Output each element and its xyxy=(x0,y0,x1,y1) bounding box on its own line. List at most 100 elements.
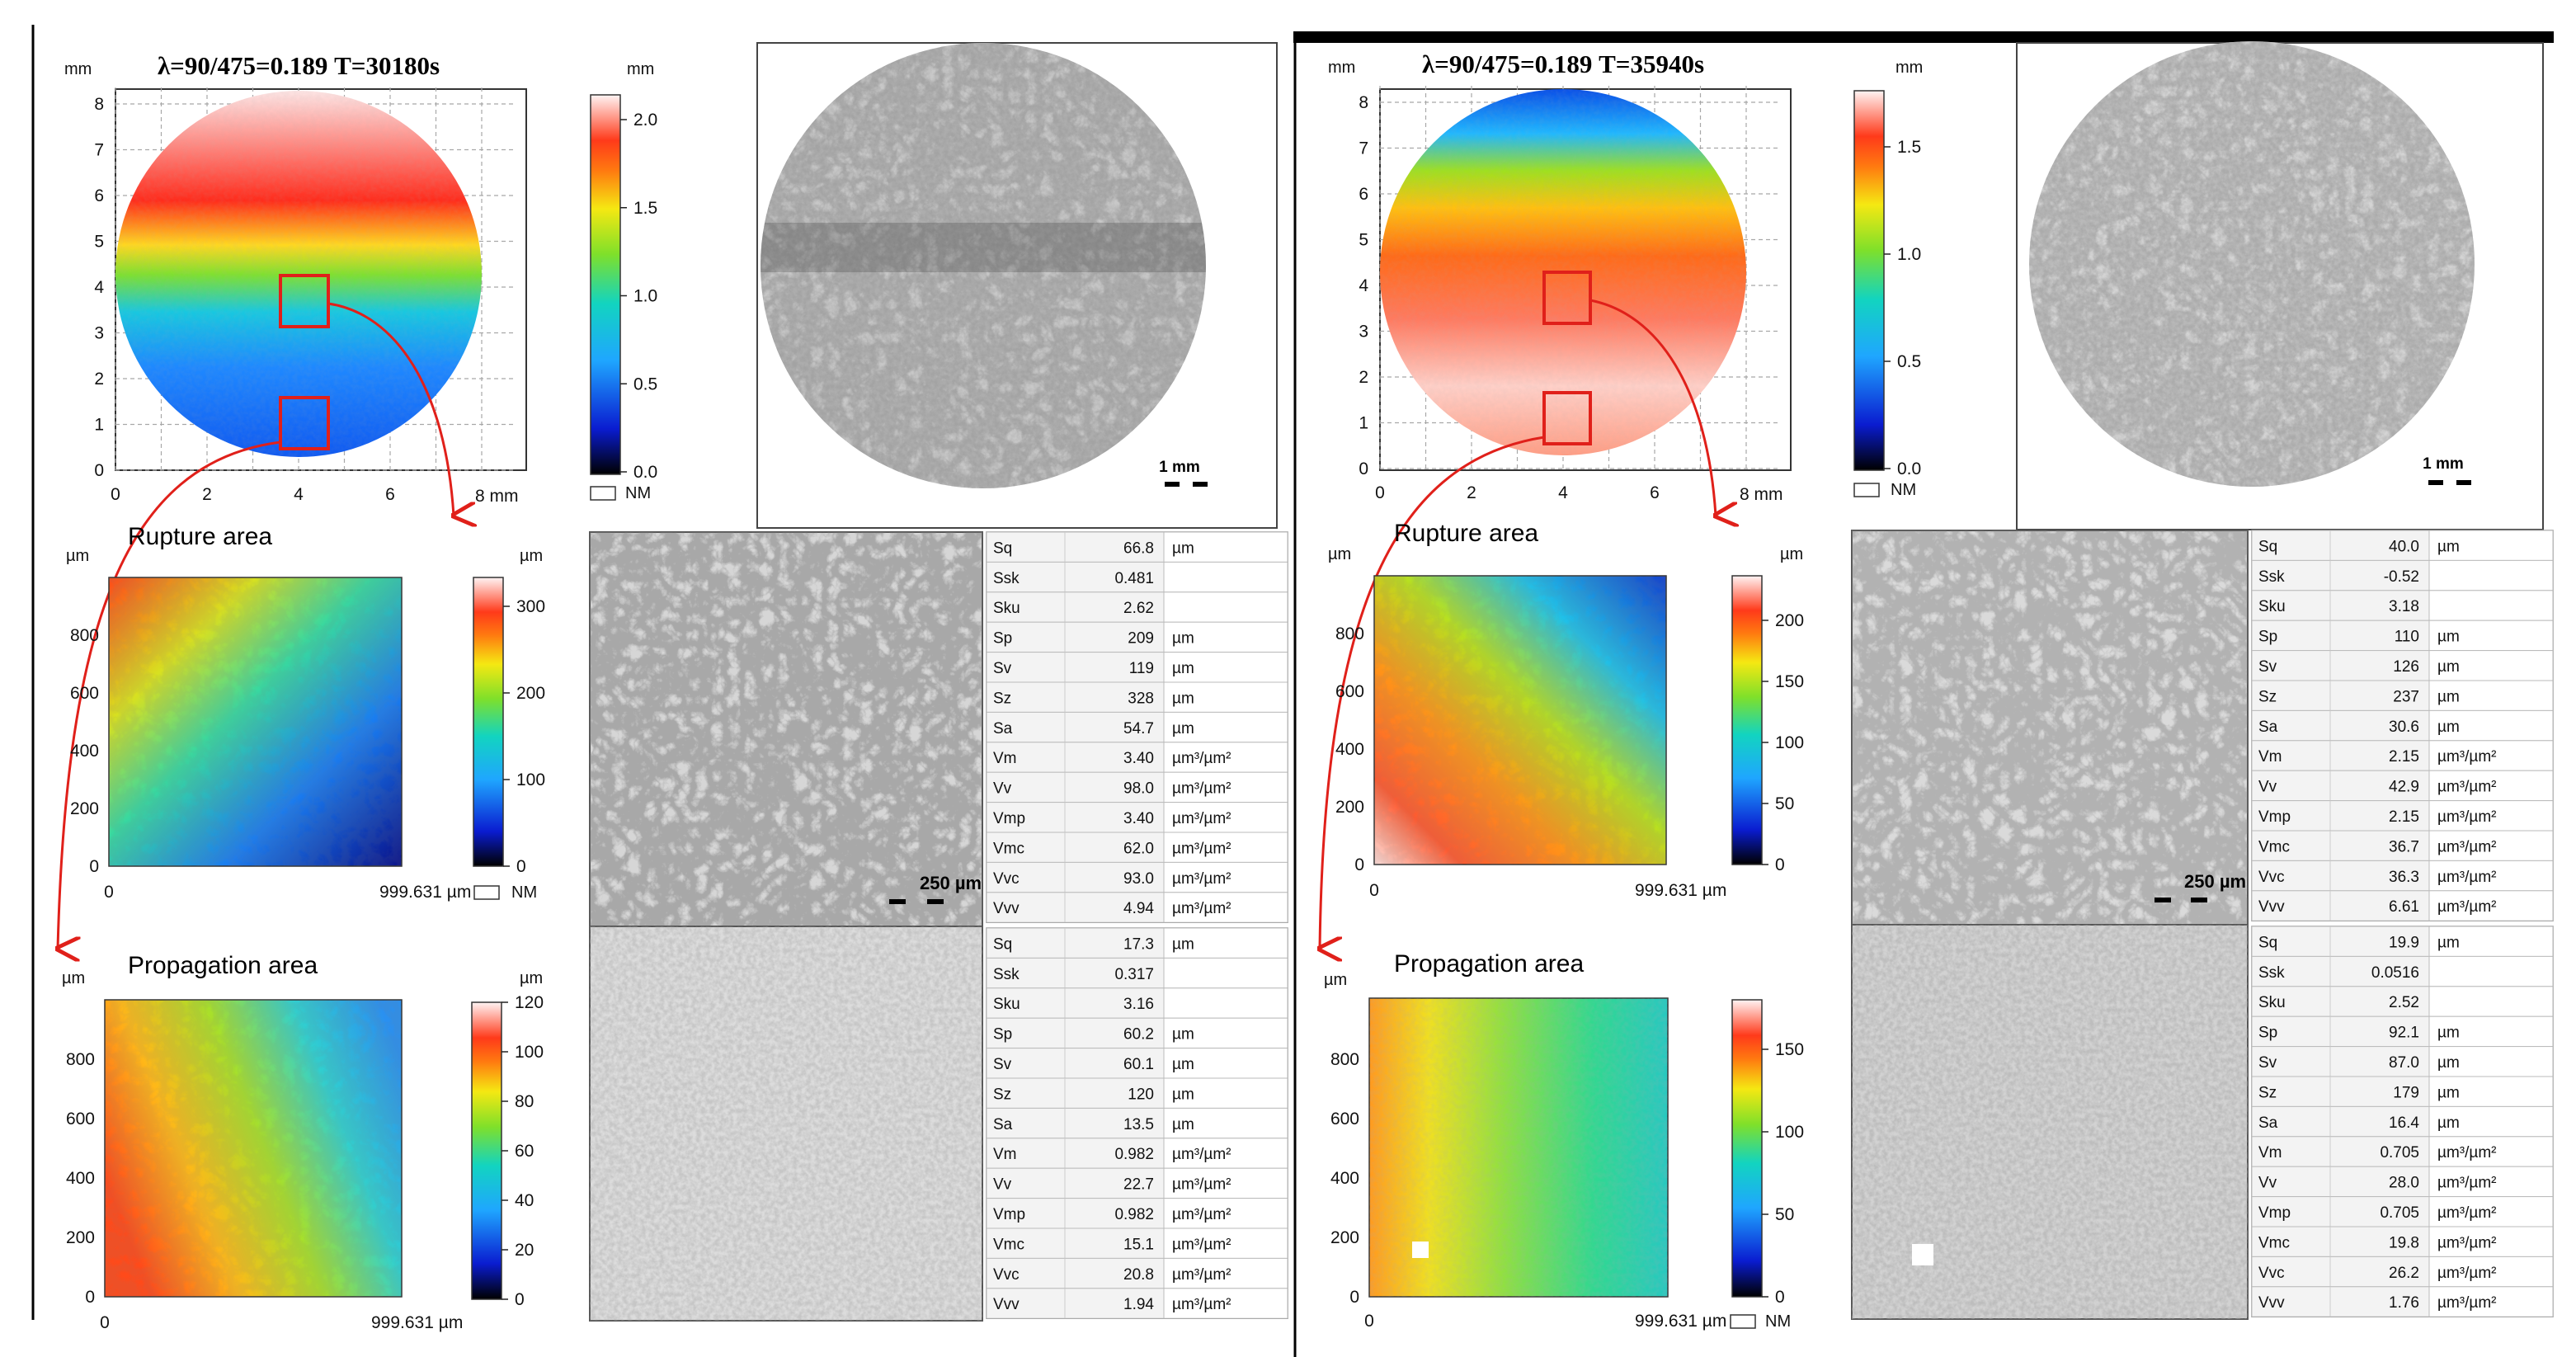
left-rupture-scale-label: 250 µm xyxy=(920,873,982,893)
nm-swatch xyxy=(590,486,616,501)
param-row: Vm 3.40 µm³/µm² xyxy=(986,742,1288,773)
param-row: Sku 2.52 xyxy=(2251,986,2554,1017)
param-unit: µm xyxy=(1172,1086,1194,1103)
colorbar-tick-label: 0 xyxy=(515,1290,525,1309)
param-unit: µm xyxy=(1172,1026,1194,1044)
y-tick-label: 600 xyxy=(1330,1110,1359,1128)
param-row: Vvc 36.3 µm³/µm² xyxy=(2251,860,2554,892)
param-value: 17.3 xyxy=(1123,935,1154,953)
param-value: 0.705 xyxy=(2380,1204,2419,1222)
param-value: 19.8 xyxy=(2389,1234,2419,1251)
param-name: Sq xyxy=(993,935,1012,953)
param-unit: µm³/µm² xyxy=(1172,750,1231,767)
colorbar-tick-label: 1.0 xyxy=(1897,245,1921,264)
param-row: Sp 60.2 µm xyxy=(986,1017,1288,1049)
param-value: 2.15 xyxy=(2389,748,2419,766)
colorbar-tick-label: 0 xyxy=(1775,1288,1785,1307)
param-name: Vmc xyxy=(993,1236,1024,1253)
param-row: Vm 2.15 µm³/µm² xyxy=(2251,740,2554,771)
param-name: Sz xyxy=(993,690,1011,707)
param-row: Vv 42.9 µm³/µm² xyxy=(2251,770,2554,802)
param-value: 92.1 xyxy=(2389,1025,2419,1042)
param-unit: µm³/µm² xyxy=(1172,780,1231,798)
param-unit: µm³/µm² xyxy=(1172,870,1231,888)
param-name: Vv xyxy=(993,780,1012,798)
param-row: Sa 30.6 µm xyxy=(2251,709,2554,742)
param-name: Vm xyxy=(2258,748,2282,766)
param-unit: µm xyxy=(1172,630,1194,648)
param-row: Ssk 0.317 xyxy=(986,957,1288,989)
svg-text:NM: NM xyxy=(1765,1312,1791,1331)
param-name: Sa xyxy=(2258,1114,2278,1132)
colorbar-tick-label: 80 xyxy=(515,1092,534,1111)
param-row: Sp 209 µm xyxy=(986,621,1288,653)
param-name: Sa xyxy=(993,1116,1013,1133)
param-name: Sv xyxy=(993,660,1012,677)
param-name: Ssk xyxy=(993,570,1020,587)
param-name: Ssk xyxy=(2258,964,2285,982)
svg-text:mm: mm xyxy=(1896,59,1923,77)
svg-text:µm: µm xyxy=(1328,545,1351,563)
left-rupture-colorbar-ticks: 0 100 200 300 xyxy=(503,597,545,876)
param-unit: µm xyxy=(2437,658,2460,676)
right-rupture-colorbar-ticks: 0 50 100 150 200 xyxy=(1762,611,1804,874)
colorbar-tick-label: 0.5 xyxy=(633,375,657,393)
param-unit: µm³/µm² xyxy=(2437,898,2496,916)
left-rupture-params-table: Sq 66.8 µm Ssk 0.481 Sku 2.62 Sp 209 µm Sv 119 µm Sz 3… xyxy=(986,531,1288,923)
param-name: Sq xyxy=(993,540,1012,557)
y-tick-label: 400 xyxy=(1335,740,1364,759)
param-row: Sq 17.3 µm xyxy=(986,927,1288,959)
param-row: Sa 54.7 µm xyxy=(986,711,1288,743)
y-tick-label: 7 xyxy=(94,141,104,160)
top-bar xyxy=(1293,31,2554,43)
svg-text:250 µm: 250 µm xyxy=(2184,871,2246,892)
param-name: Sku xyxy=(2258,598,2286,615)
param-name: Vmp xyxy=(993,810,1025,827)
right-propagation-colorbar-ticks: 0 50 100 150 xyxy=(1762,1040,1804,1307)
y-tick-label: 0 xyxy=(1359,459,1368,478)
colorbar-tick-label: 150 xyxy=(1775,1040,1804,1059)
left-disk-x-end: 8 mm xyxy=(475,487,519,506)
param-unit: µm xyxy=(1172,720,1194,737)
y-tick-label: 200 xyxy=(1330,1228,1359,1247)
param-row: Vv 98.0 µm³/µm² xyxy=(986,771,1288,803)
param-unit: µm³/µm² xyxy=(2437,838,2496,855)
param-value: 237 xyxy=(2393,688,2419,705)
param-unit: µm xyxy=(2437,719,2460,736)
y-tick-label: 800 xyxy=(66,1050,95,1069)
param-value: 93.0 xyxy=(1123,870,1154,888)
param-unit: µm³/µm² xyxy=(2437,1204,2496,1222)
param-value: 209 xyxy=(1128,630,1154,648)
x-tick-label: 0 xyxy=(1369,881,1379,900)
param-unit: µm xyxy=(2437,1025,2460,1042)
x-tick-label: 0 xyxy=(1364,1312,1374,1331)
param-value: 87.0 xyxy=(2389,1054,2419,1072)
param-row: Vmp 0.705 µm³/µm² xyxy=(2251,1196,2554,1227)
param-value: 98.0 xyxy=(1123,780,1154,798)
param-row: Sku 3.18 xyxy=(2251,590,2554,621)
y-tick-label: 200 xyxy=(70,799,99,818)
y-tick-label: 7 xyxy=(1359,139,1368,158)
y-tick-label: 400 xyxy=(70,742,99,761)
param-name: Vvc xyxy=(2258,869,2285,886)
left-rupture-unit: µm xyxy=(66,547,89,565)
param-unit: µm xyxy=(2437,629,2460,646)
svg-text:µm: µm xyxy=(1324,971,1347,989)
param-row: Sz 237 µm xyxy=(2251,680,2554,711)
param-row: Ssk 0.481 xyxy=(986,561,1288,593)
left-sem-disk-image xyxy=(761,43,1206,488)
svg-text:999.631 µm: 999.631 µm xyxy=(1635,1312,1726,1331)
param-name: Sa xyxy=(2258,719,2278,736)
param-name: Sv xyxy=(2258,1054,2277,1072)
svg-text:µm: µm xyxy=(1780,545,1803,563)
y-tick-label: 3 xyxy=(1359,323,1368,342)
param-value: 2.15 xyxy=(2389,808,2419,826)
param-row: Sv 60.1 µm xyxy=(986,1048,1288,1079)
param-unit: µm xyxy=(1172,540,1194,557)
param-name: Vmc xyxy=(2258,838,2290,855)
param-row: Vvv 6.61 µm³/µm² xyxy=(2251,890,2554,921)
param-row: Sq 19.9 µm xyxy=(2251,926,2554,957)
param-row: Sv 119 µm xyxy=(986,652,1288,683)
x-tick-label: 0 xyxy=(100,1313,110,1332)
